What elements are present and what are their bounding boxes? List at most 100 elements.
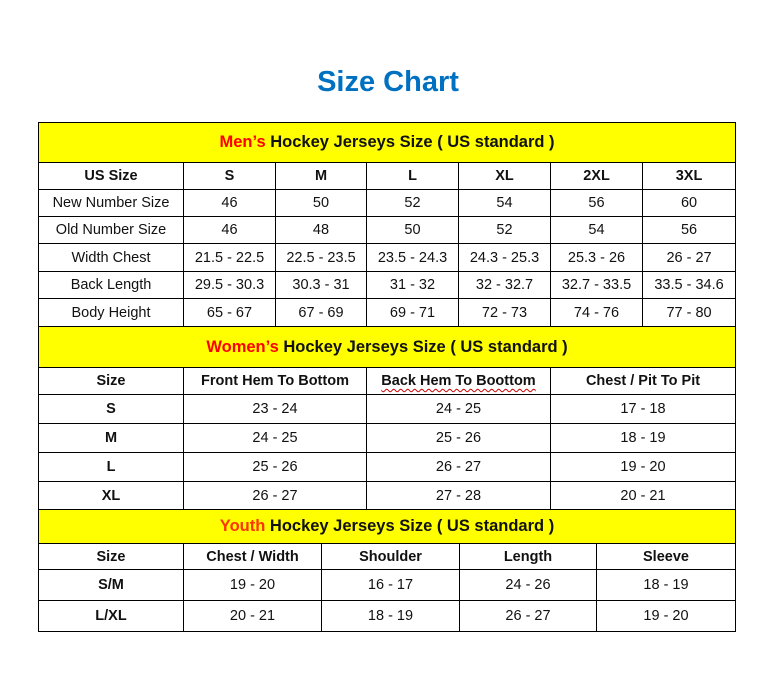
table-row: S 23 - 24 24 - 25 17 - 18 <box>38 394 737 424</box>
row-label: Width Chest <box>38 243 184 272</box>
row-label: L/XL <box>38 600 184 632</box>
column-header-label: Chest / Width <box>206 548 299 565</box>
table-cell: 25.3 - 26 <box>550 243 643 272</box>
table-row: L 25 - 26 26 - 27 19 - 20 <box>38 452 737 482</box>
table-cell: 30.3 - 31 <box>275 271 367 299</box>
table-cell: 52 <box>366 189 459 217</box>
womens-section-heading: Women’s Hockey Jerseys Size ( US standar… <box>37 326 737 368</box>
womens-header-row: Size Front Hem To Bottom Back Hem To Boott… <box>38 367 737 395</box>
table-cell: 46 <box>183 216 276 244</box>
youth-heading-rest: Hockey Jerseys Size ( US standard ) <box>265 517 555 535</box>
column-header-label: Length <box>503 548 553 565</box>
table-row: Body Height 65 - 67 67 - 69 69 - 71 72 - 73 7… <box>38 298 737 327</box>
row-label: Body Height <box>38 298 184 327</box>
table-cell: 24 - 25 <box>183 423 367 453</box>
womens-size-table: Women’s Hockey Jerseys Size ( US standar… <box>37 326 737 510</box>
youth-column-header: Sleeve <box>595 543 737 570</box>
mens-column-header: XL <box>458 162 551 190</box>
table-cell: 26 - 27 <box>459 600 597 632</box>
row-label: S <box>38 394 184 424</box>
table-cell: 17 - 18 <box>549 394 737 424</box>
table-cell: 54 <box>458 189 551 217</box>
table-cell: 24 - 26 <box>459 569 597 601</box>
table-cell: 25 - 26 <box>183 452 367 482</box>
womens-column-header: Front Hem To Bottom <box>183 367 367 395</box>
table-cell: 26 - 27 <box>366 452 551 482</box>
table-cell: 26 - 27 <box>641 243 737 272</box>
womens-heading-rest: Hockey Jerseys Size ( US standard ) <box>278 337 568 356</box>
table-cell: 29.5 - 30.3 <box>183 271 276 299</box>
table-cell: 19 - 20 <box>183 569 322 601</box>
table-cell: 32 - 32.7 <box>458 271 551 299</box>
womens-heading-colored: Women’s <box>206 337 279 356</box>
column-header-label: S <box>224 168 235 184</box>
table-cell: 16 - 17 <box>321 569 460 601</box>
mens-section-heading: Men’s Hockey Jerseys Size ( US standard … <box>37 122 737 163</box>
row-label: L <box>38 452 184 482</box>
column-header-label: Shoulder <box>359 548 422 565</box>
table-row: L/XL 20 - 21 18 - 19 26 - 27 19 - 20 <box>38 600 737 632</box>
row-label: Old Number Size <box>38 216 184 244</box>
table-cell: 31 - 32 <box>366 271 459 299</box>
table-row: Back Length 29.5 - 30.3 30.3 - 31 31 - 32 32… <box>38 271 737 299</box>
table-cell: 20 - 21 <box>183 600 322 632</box>
mens-heading-rest: Hockey Jerseys Size ( US standard ) <box>265 133 555 151</box>
table-cell: 32.7 - 33.5 <box>550 271 643 299</box>
column-header-label: Size <box>96 373 126 389</box>
table-cell: 50 <box>275 189 367 217</box>
mens-column-header: 2XL <box>550 162 643 190</box>
womens-column-header: Chest / Pit To Pit <box>549 367 737 395</box>
column-header-label: L <box>408 168 417 184</box>
table-cell: 20 - 21 <box>549 481 737 510</box>
column-header-label: Size <box>96 548 126 565</box>
table-cell: 50 <box>366 216 459 244</box>
table-cell: 26 - 27 <box>183 481 367 510</box>
youth-column-header: Chest / Width <box>183 543 322 570</box>
youth-column-header: Length <box>459 543 597 570</box>
column-header-label: US Size <box>84 168 138 184</box>
column-header-label: Back Hem To Boottom <box>381 373 536 389</box>
table-cell: 27 - 28 <box>366 481 551 510</box>
column-header-label: Front Hem To Bottom <box>201 373 349 389</box>
table-cell: 60 <box>641 189 737 217</box>
table-cell: 23 - 24 <box>183 394 367 424</box>
mens-heading-colored: Men’s <box>219 133 266 151</box>
row-label: S/M <box>38 569 184 601</box>
table-row: S/M 19 - 20 16 - 17 24 - 26 18 - 19 <box>38 569 737 601</box>
table-row: XL 26 - 27 27 - 28 20 - 21 <box>38 481 737 510</box>
table-cell: 33.5 - 34.6 <box>641 271 737 299</box>
mens-column-header: 3XL <box>641 162 737 190</box>
table-cell: 18 - 19 <box>549 423 737 453</box>
table-cell: 18 - 19 <box>595 569 737 601</box>
youth-column-header: Size <box>38 543 184 570</box>
table-cell: 25 - 26 <box>366 423 551 453</box>
column-header-label: Chest / Pit To Pit <box>585 373 701 389</box>
column-header-label: XL <box>495 168 514 184</box>
table-row: Old Number Size 46 48 50 52 54 56 <box>38 216 737 244</box>
table-cell: 22.5 - 23.5 <box>275 243 367 272</box>
table-cell: 24 - 25 <box>366 394 551 424</box>
table-cell: 69 - 71 <box>366 298 459 327</box>
column-header-label: Sleeve <box>643 548 689 565</box>
table-cell: 65 - 67 <box>183 298 276 327</box>
table-row: Width Chest 21.5 - 22.5 22.5 - 23.5 23.5 - … <box>38 243 737 272</box>
table-cell: 19 - 20 <box>549 452 737 482</box>
row-label: XL <box>38 481 184 510</box>
table-cell: 46 <box>183 189 276 217</box>
youth-size-table: Youth Hockey Jerseys Size ( US standard … <box>37 509 737 632</box>
table-cell: 54 <box>550 216 643 244</box>
table-cell: 19 - 20 <box>595 600 737 632</box>
mens-column-header: M <box>275 162 367 190</box>
table-cell: 18 - 19 <box>321 600 460 632</box>
youth-heading-colored: Youth <box>219 517 266 535</box>
table-cell: 72 - 73 <box>458 298 551 327</box>
column-header-label: 2XL <box>583 168 610 184</box>
table-cell: 77 - 80 <box>641 298 737 327</box>
mens-column-header: US Size <box>38 162 184 190</box>
table-cell: 67 - 69 <box>275 298 367 327</box>
mens-column-header: S <box>183 162 276 190</box>
table-cell: 23.5 - 24.3 <box>366 243 459 272</box>
table-cell: 56 <box>641 216 737 244</box>
row-label: M <box>38 423 184 453</box>
table-cell: 24.3 - 25.3 <box>458 243 551 272</box>
